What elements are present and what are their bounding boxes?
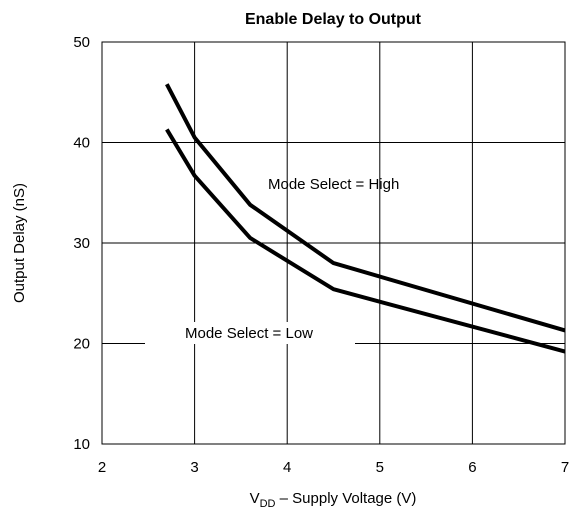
- x-tick-label: 6: [468, 459, 476, 476]
- x-axis-label-sub: DD: [260, 498, 276, 510]
- annotation: Mode Select = Low: [185, 325, 313, 342]
- annotation: Mode Select = High: [268, 176, 399, 193]
- x-axis-label-rest: – Supply Voltage (V): [275, 490, 416, 507]
- series-line: [165, 83, 566, 333]
- annotation-background: [145, 322, 355, 344]
- plot-frame: [101, 41, 566, 445]
- chart-title: Enable Delay to Output: [245, 11, 422, 28]
- y-axis-label: Output Delay (nS): [11, 183, 28, 303]
- y-tick-label: 20: [73, 336, 90, 353]
- x-axis-label: VDD – Supply Voltage (V): [250, 490, 417, 510]
- x-tick-label: 4: [283, 459, 291, 476]
- y-tick-label: 10: [73, 436, 90, 453]
- x-tick-label: 5: [376, 459, 384, 476]
- y-tick-label: 50: [73, 34, 90, 51]
- y-tick-label: 30: [73, 235, 90, 252]
- y-tick-label: 40: [73, 135, 90, 152]
- x-tick-label: 7: [561, 459, 569, 476]
- series-line: [165, 128, 566, 354]
- x-tick-label: 3: [190, 459, 198, 476]
- x-tick-label: 2: [98, 459, 106, 476]
- x-axis-label-main: V: [250, 490, 260, 507]
